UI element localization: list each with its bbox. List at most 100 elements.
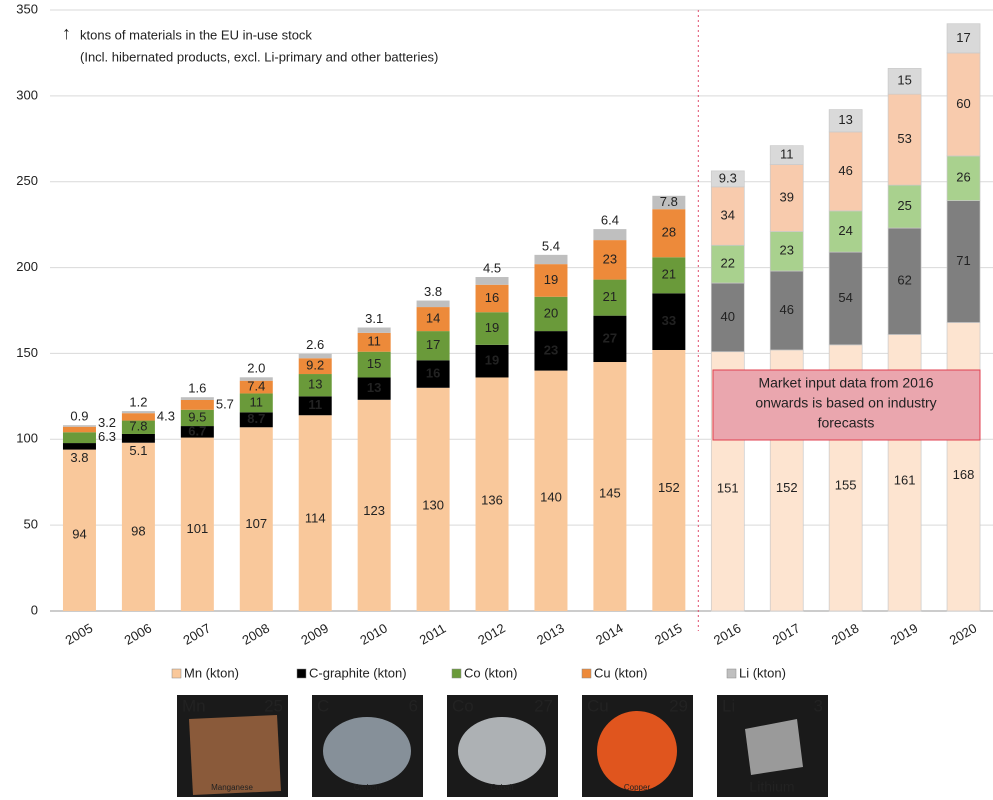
element-name: Lithium	[749, 779, 794, 795]
data-label: 17	[426, 337, 440, 352]
bar-segment	[416, 331, 450, 361]
data-label: 1.6	[188, 381, 206, 396]
data-label: 101	[186, 521, 208, 536]
bar-segment	[239, 427, 273, 611]
data-label: 19	[485, 320, 499, 335]
bar-segment	[593, 279, 627, 316]
element-image	[745, 719, 803, 775]
data-label: 46	[838, 163, 852, 178]
data-label: 40	[721, 309, 735, 324]
data-label: 3.1	[365, 311, 383, 326]
bar-segment	[710, 244, 745, 284]
data-label: 168	[953, 467, 975, 482]
data-label: 136	[481, 493, 503, 508]
bar-segment	[239, 412, 273, 428]
data-label: 39	[779, 189, 793, 204]
bar-segment	[121, 411, 155, 414]
legend-swatch	[171, 668, 182, 679]
element-name: Carbon	[354, 783, 380, 792]
data-label: 7.4	[247, 379, 265, 394]
bar-segment	[121, 442, 155, 611]
bar-segment	[357, 377, 391, 400]
data-label: 22	[721, 256, 735, 271]
bar-segment	[121, 433, 155, 443]
data-label: 98	[131, 523, 145, 538]
forecast-note: Market input data from 2016	[758, 375, 933, 391]
element-symbol: Cu	[587, 696, 609, 715]
data-label: 3.2	[98, 415, 116, 430]
bar-segment	[652, 257, 686, 294]
bar-segment	[769, 231, 804, 272]
element-number: 3	[814, 696, 823, 715]
data-label: 8.7	[247, 411, 265, 426]
bar-segment	[593, 240, 627, 280]
bar-segment	[946, 200, 981, 323]
data-label: 161	[894, 473, 916, 488]
data-label: 4.3	[157, 408, 175, 423]
element-number: 6	[409, 696, 418, 715]
bar-segment	[534, 296, 568, 332]
legend-label: Mn (kton)	[184, 665, 239, 680]
legend-label: Cu (kton)	[594, 665, 647, 680]
bar-segment	[593, 229, 627, 241]
element-name: Copper	[624, 783, 651, 792]
data-label: 24	[838, 223, 852, 238]
bar-segment	[593, 315, 627, 363]
x-tick-label: 2020	[947, 620, 980, 647]
data-label: 15	[367, 356, 381, 371]
data-label: 2.6	[306, 337, 324, 352]
data-label: 21	[662, 267, 676, 282]
legend-swatch	[451, 668, 462, 679]
data-label: 19	[485, 353, 499, 368]
element-image	[189, 715, 281, 795]
bar-segment	[887, 93, 922, 186]
data-label: 6.3	[98, 429, 116, 444]
x-tick-label: 2016	[711, 620, 744, 647]
bar-segment	[652, 293, 686, 350]
bar-segment	[710, 282, 745, 353]
data-label: 23	[603, 251, 617, 266]
y-tick-label: 50	[24, 517, 38, 532]
data-label: 28	[662, 225, 676, 240]
y-tick-label: 100	[16, 431, 38, 446]
element-symbol: C	[317, 696, 329, 715]
data-label: 13	[838, 112, 852, 127]
x-tick-label: 2009	[298, 620, 331, 647]
bar-segment	[357, 351, 391, 378]
x-tick-label: 2007	[181, 620, 214, 647]
bar-segment	[769, 145, 804, 165]
bar-segment	[652, 349, 686, 611]
bar-segment	[357, 399, 391, 611]
bar-segment	[710, 186, 745, 246]
bar-segment	[769, 164, 804, 232]
bar-segment	[180, 409, 214, 427]
bar-segment	[828, 109, 863, 133]
x-tick-label: 2013	[534, 620, 567, 647]
data-label: 3.8	[70, 450, 88, 465]
x-tick-label: 2015	[652, 620, 685, 647]
legend-swatch	[726, 668, 737, 679]
data-label: 4.5	[483, 260, 501, 275]
x-tick-label: 2014	[593, 620, 626, 647]
bar-segment	[652, 209, 686, 258]
bar-segment	[828, 251, 863, 346]
element-image	[323, 717, 411, 785]
data-label: 11	[308, 397, 322, 412]
data-label: 23	[779, 243, 793, 258]
bar-segment	[180, 397, 214, 400]
bar-segment	[180, 437, 214, 611]
bar-segment	[769, 270, 804, 351]
bar-segment	[416, 360, 450, 388]
bar-segment	[887, 68, 922, 95]
data-label: 34	[721, 207, 735, 222]
x-tick-label: 2005	[63, 620, 96, 647]
data-label: 13	[367, 380, 381, 395]
bar-segment	[534, 254, 568, 265]
bar-segment	[887, 184, 922, 229]
bar-segment	[946, 23, 981, 54]
y-tick-label: 250	[16, 173, 38, 188]
element-image	[458, 717, 546, 785]
element-symbol: Li	[722, 696, 735, 715]
y-tick-label: 0	[31, 602, 38, 617]
data-label: 0.9	[70, 409, 88, 424]
